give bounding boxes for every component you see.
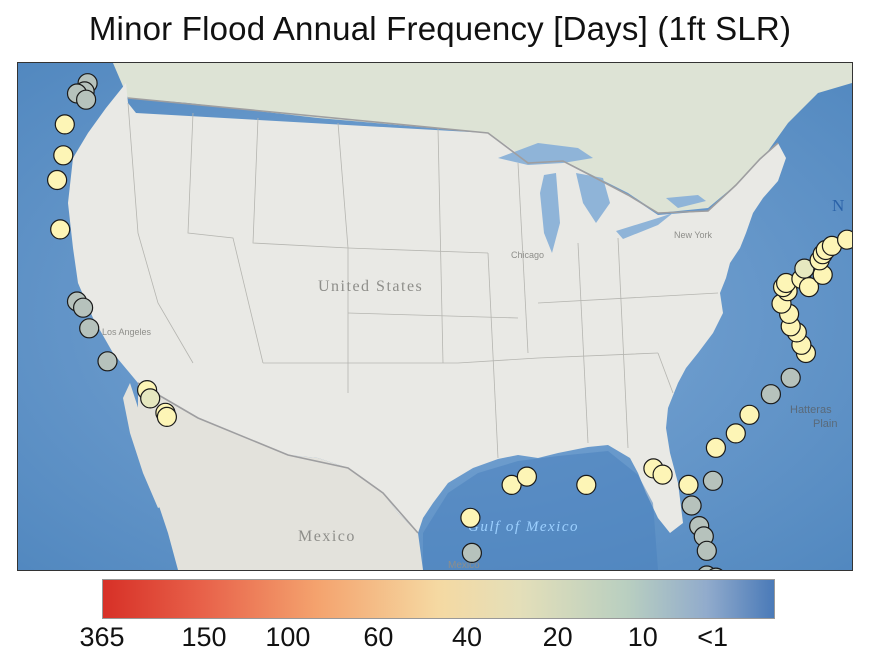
tide-station-marker[interactable] — [739, 404, 760, 425]
lake-erie — [616, 213, 673, 239]
tide-station-marker[interactable] — [702, 470, 724, 491]
lake-michigan — [540, 173, 560, 253]
colorbar-tick-5: 20 — [542, 622, 573, 652]
tide-station-marker[interactable] — [53, 145, 74, 166]
state-borders — [127, 102, 719, 459]
colorbar-tick-6: 10 — [627, 622, 658, 652]
tide-station-marker[interactable] — [798, 277, 820, 298]
tide-station-marker[interactable] — [156, 406, 177, 427]
label-plain: Plain — [813, 418, 837, 430]
tide-station-marker[interactable] — [652, 464, 673, 485]
tide-station-marker[interactable] — [75, 89, 97, 110]
tide-station-marker[interactable] — [516, 466, 537, 487]
label-chicago: Chicago — [511, 250, 544, 260]
label-gulf-of-mexico: Gulf of Mexico — [468, 519, 579, 535]
tide-station-marker[interactable] — [79, 318, 100, 339]
tide-station-marker[interactable] — [706, 567, 725, 570]
tide-station-marker[interactable] — [46, 169, 68, 191]
colorbar-tick-4: 40 — [451, 622, 483, 652]
mexico-land — [138, 383, 423, 570]
station-markers — [46, 73, 852, 570]
colorbar-tick-0: 365 — [79, 622, 125, 652]
tide-station-marker[interactable] — [725, 423, 746, 444]
lake-superior — [498, 143, 593, 165]
label-mexico-bottom: Mexico — [448, 560, 480, 570]
tide-station-marker[interactable] — [72, 297, 94, 318]
lake-ontario — [666, 195, 706, 208]
map-title: Minor Flood Annual Frequency [Days] (1ft… — [88, 10, 792, 47]
tide-station-marker[interactable] — [780, 367, 801, 388]
baja-land — [123, 383, 168, 508]
tide-station-marker[interactable] — [705, 437, 727, 458]
tide-station-marker[interactable] — [140, 388, 161, 409]
tide-station-marker[interactable] — [681, 495, 702, 516]
national-borders — [127, 97, 779, 534]
tide-station-marker[interactable] — [678, 474, 699, 495]
tide-station-marker[interactable] — [54, 114, 75, 135]
tide-station-marker[interactable] — [461, 542, 482, 563]
label-ocean-n: N — [832, 196, 844, 215]
tide-station-marker[interactable] — [460, 507, 481, 528]
label-los-angeles: Los Angeles — [102, 327, 152, 337]
colorbar — [102, 579, 775, 619]
label-hatteras: Hatteras — [790, 404, 832, 416]
label-new-york: New York — [674, 230, 713, 240]
colorbar-tick-7: <1 — [697, 622, 729, 652]
gulf-water — [423, 451, 658, 570]
label-united-states: United States — [318, 278, 423, 295]
lake-huron — [576, 173, 610, 223]
tide-station-marker[interactable] — [50, 219, 71, 240]
tide-station-marker[interactable] — [501, 474, 522, 495]
tide-station-marker[interactable] — [760, 384, 782, 405]
tide-station-marker[interactable] — [97, 351, 118, 372]
tide-station-marker[interactable] — [696, 540, 717, 561]
label-mexico: Mexico — [298, 528, 356, 545]
colorbar-tick-1: 150 — [181, 622, 227, 652]
canada-land — [113, 63, 852, 213]
colorbar-tick-3: 60 — [363, 622, 394, 652]
tide-station-marker[interactable] — [837, 229, 852, 250]
flood-frequency-map[interactable]: United States Chicago Los Angeles New Yo… — [17, 62, 853, 571]
tide-station-marker[interactable] — [576, 474, 597, 495]
colorbar-tick-2: 100 — [265, 622, 311, 652]
